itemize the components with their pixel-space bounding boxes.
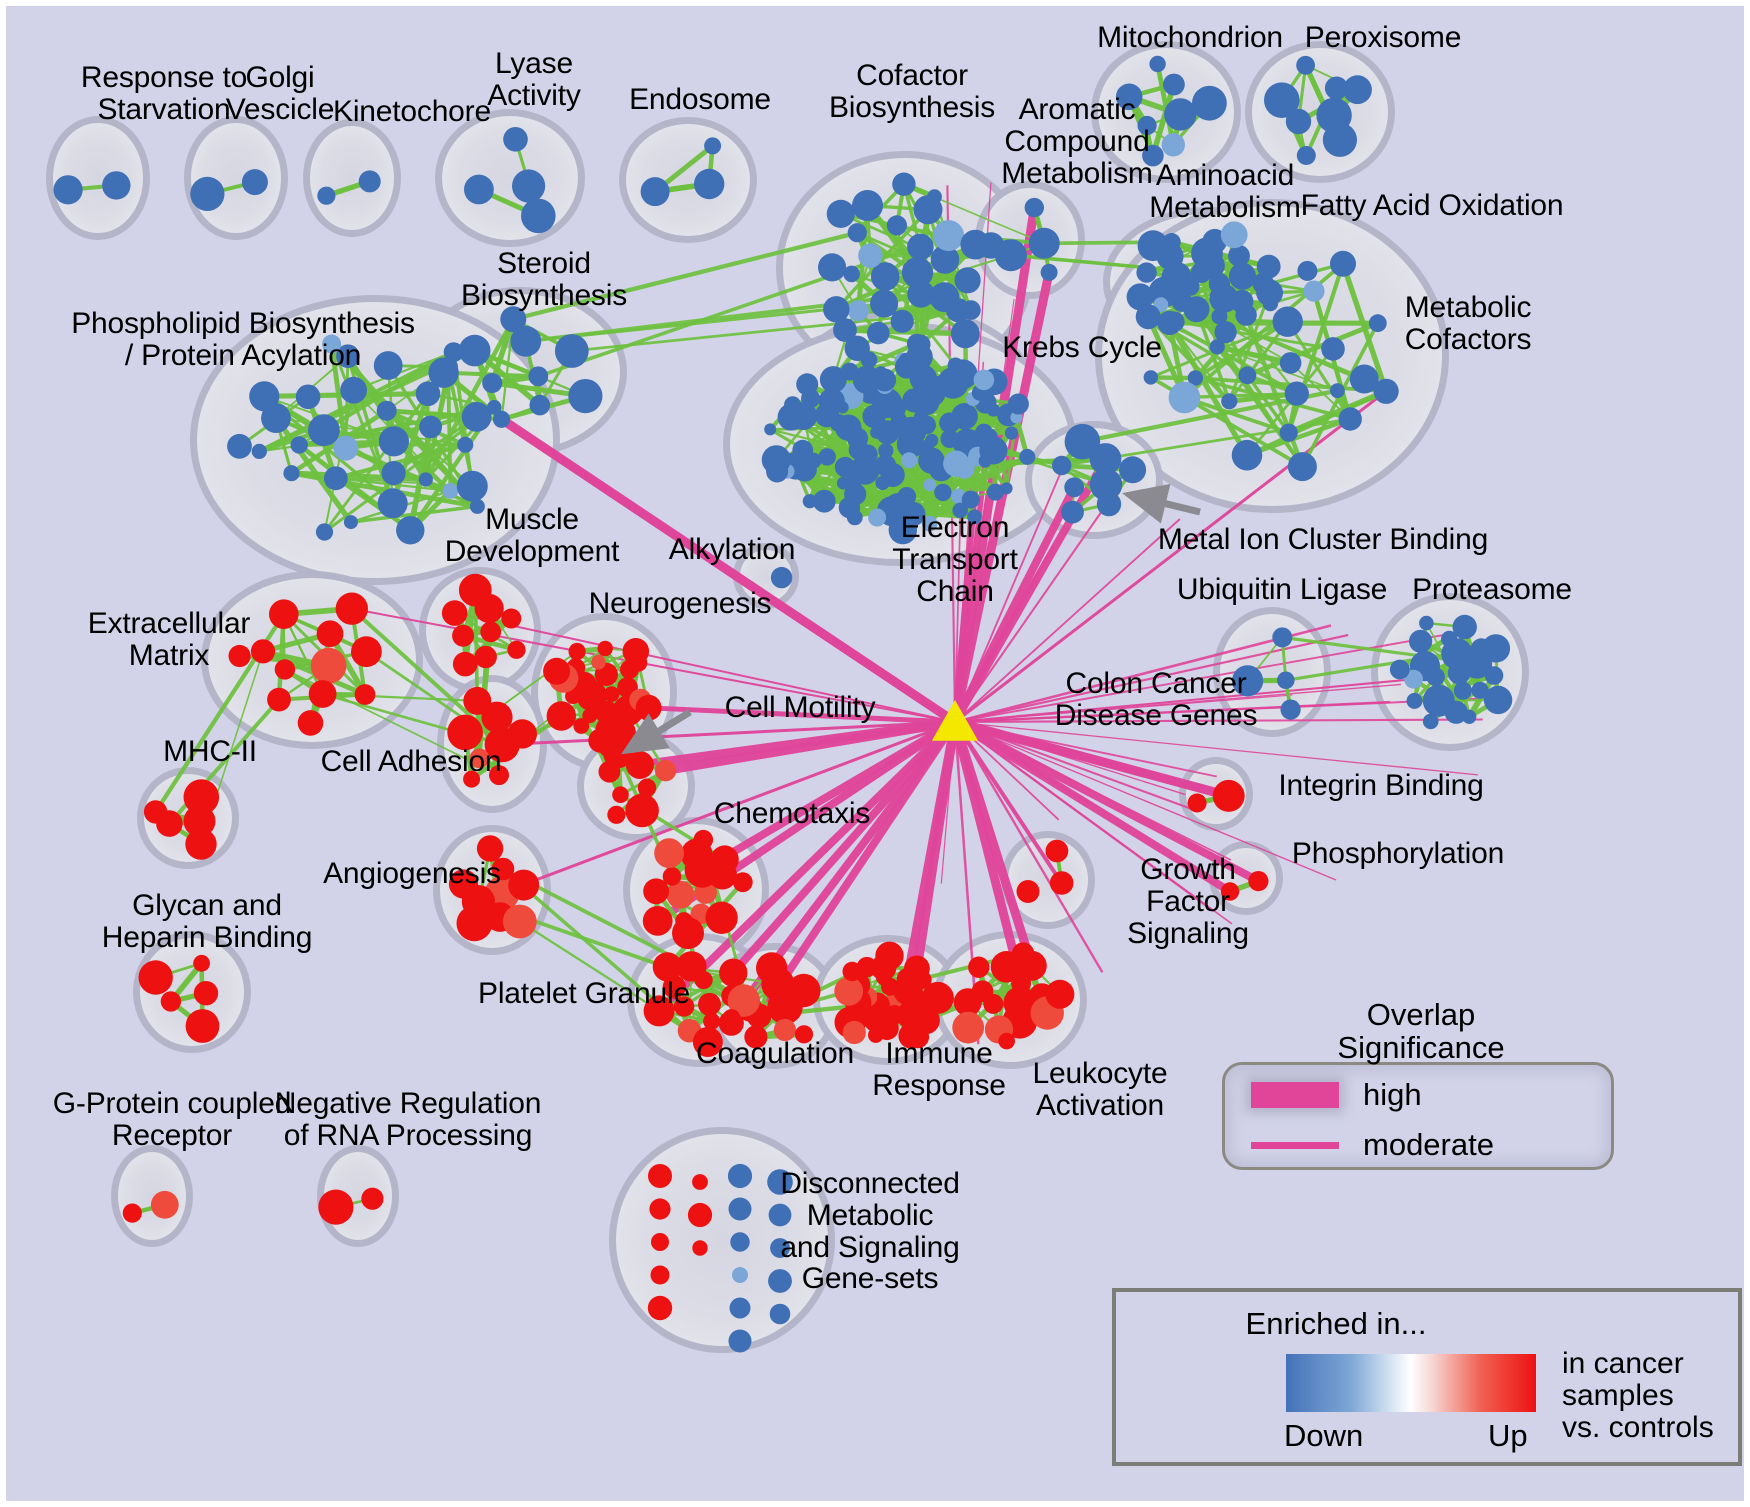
golgi-vescicle-label: Golgi Vescicle <box>225 61 335 126</box>
high-bar-swatch <box>1251 1082 1339 1108</box>
aminoacid-metabolism-label: Aminoacid Metabolism <box>1149 159 1301 224</box>
platelet-granule-label: Platelet Granule <box>478 977 690 1010</box>
kinetochore-label: Kinetochore <box>333 95 491 128</box>
overlap-significance-legend: Overlap Significance high moderate <box>1222 998 1614 1170</box>
glycan-and-heparin-binding-label: Glycan and Heparin Binding <box>101 889 313 954</box>
legend-label-moderate: moderate <box>1363 1127 1494 1162</box>
endosome-label: Endosome <box>629 83 771 116</box>
response-to-starvation-label: Response to Starvation <box>80 61 248 126</box>
moderate-line-swatch <box>1251 1141 1339 1149</box>
krebs-cycle-label: Krebs Cycle <box>1002 331 1162 364</box>
lyase-activity-label: Lyase Activity <box>487 47 581 112</box>
gradient-low-label: Down <box>1284 1418 1364 1453</box>
growth-factor-signaling-label: Growth Factor Signaling <box>1127 853 1249 950</box>
legend-row-high: high <box>1251 1077 1422 1113</box>
legend-row-moderate: moderate <box>1251 1127 1494 1163</box>
proteasome-label: Proteasome <box>1412 573 1572 606</box>
legend-label-high: high <box>1363 1077 1422 1112</box>
cofactor-biosynthesis-label: Cofactor Biosynthesis <box>828 59 995 124</box>
mitochondrion-label: Mitochondrion <box>1097 21 1283 54</box>
neurogenesis-label: Neurogenesis <box>588 587 772 620</box>
metal-ion-cluster-binding-label: Metal Ion Cluster Binding <box>1157 523 1489 556</box>
enriched-in-legend: Enriched in... Down Up in cancer samples v… <box>1112 1288 1742 1466</box>
chemotaxis-label: Chemotaxis <box>713 797 871 830</box>
leukocyte-activation-label: Leukocyte Activation <box>1032 1057 1168 1122</box>
gradient-high-label: Up <box>1488 1418 1528 1453</box>
negative-regulation-of-rna-processing-label: Negative Regulation of RNA Processing <box>274 1087 542 1152</box>
angiogenesis-label: Angiogenesis <box>323 857 501 890</box>
cell-adhesion-label: Cell Adhesion <box>320 745 502 778</box>
integrin-binding-label: Integrin Binding <box>1278 769 1484 802</box>
metabolic-cofactors-label: Metabolic Cofactors <box>1404 291 1532 356</box>
phosphorylation-label: Phosphorylation <box>1291 837 1505 870</box>
aromatic-compound-metabolism-label: Aromatic Compound Metabolism <box>1001 93 1153 190</box>
steroid-biosynthesis-label: Steroid Biosynthesis <box>460 247 627 312</box>
peroxisome-label: Peroxisome <box>1304 21 1462 54</box>
enrichment-color-gradient <box>1286 1354 1536 1412</box>
g-protein-coupled-receptor-label: G-Protein coupled Receptor <box>52 1087 292 1152</box>
phospholipid-biosynthesis-protein-acylation-label: Phospholipid Biosynthesis / Protein Acyla… <box>71 307 415 372</box>
disconnected-metabolic-and-signaling-gene-sets-label: Disconnected Metabolic and Signaling Gene-s… <box>780 1167 960 1296</box>
enriched-side-text: in cancer samples vs. controls <box>1562 1347 1714 1444</box>
cell-motility-label: Cell Motility <box>724 691 876 724</box>
coagulation-label: Coagulation <box>696 1037 854 1070</box>
alkylation-label: Alkylation <box>668 533 796 566</box>
ubiquitin-ligase-label: Ubiquitin Ligase <box>1176 573 1388 606</box>
enriched-in-title: Enriched in... <box>1245 1306 1427 1341</box>
extracellular-matrix-label: Extracellular Matrix <box>87 607 251 672</box>
overlap-significance-title: Overlap Significance <box>1337 997 1505 1065</box>
immune-response-label: Immune Response <box>872 1037 1006 1102</box>
electron-transport-chain-label: Electron Transport Chain <box>892 511 1018 608</box>
colon-cancer-disease-genes-label: Colon Cancer Disease Genes <box>1054 667 1258 732</box>
fatty-acid-oxidation-label: Fatty Acid Oxidation <box>1300 189 1564 222</box>
muscle-development-label: Muscle Development <box>444 503 620 568</box>
mhc-ii-label: MHC-II <box>163 735 257 768</box>
